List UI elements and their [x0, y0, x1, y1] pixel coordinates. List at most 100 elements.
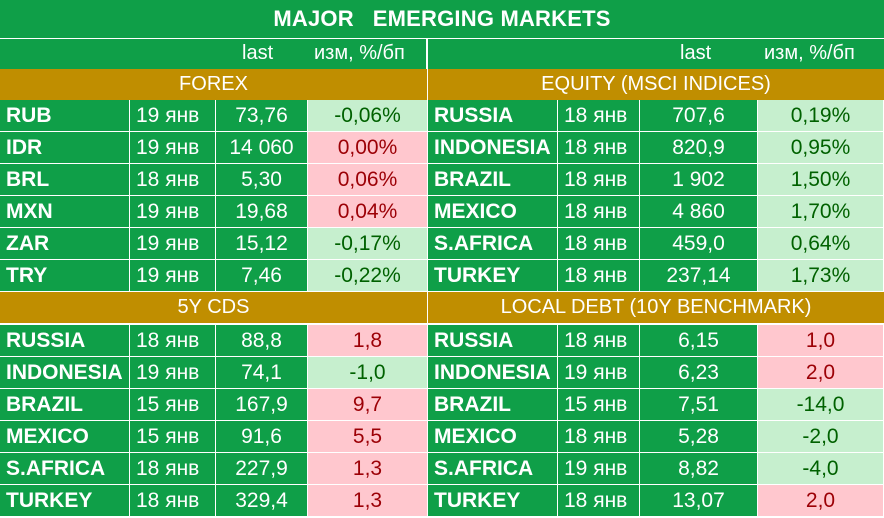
cds-change-cell: -1,0: [308, 357, 428, 389]
debt-change-cell: 1,0: [758, 325, 884, 357]
cds-date-cell: 18 янв: [130, 325, 216, 357]
table-row: INDONESIA 18 янв 820,9 0,95%: [428, 132, 884, 164]
cds-last-cell: 88,8: [216, 325, 308, 357]
equity-name-cell: TURKEY: [428, 260, 558, 292]
right-last-header: last: [680, 42, 712, 64]
left-change-header: изм, %/бп: [314, 42, 405, 64]
table-row: RUSSIA 18 янв 88,8 1,8: [0, 325, 428, 357]
left-header-row: last изм, %/бп: [0, 39, 427, 69]
forex-name-cell: IDR: [0, 132, 130, 164]
debt-change-cell: 2,0: [758, 357, 884, 389]
debt-name-cell: RUSSIA: [428, 325, 558, 357]
equity-name-cell: S.AFRICA: [428, 228, 558, 260]
debt-date-cell: 19 янв: [558, 357, 640, 389]
cds-last-cell: 227,9: [216, 453, 308, 485]
forex-name-cell: ZAR: [0, 228, 130, 260]
forex-date-cell: 19 янв: [130, 260, 216, 292]
equity-section-title: EQUITY (MSCI INDICES): [428, 69, 884, 100]
equity-table: RUSSIA 18 янв 707,6 0,19% INDONESIA 18 янв 820…: [428, 100, 884, 292]
cds-change-cell: 5,5: [308, 421, 428, 453]
forex-name-cell: TRY: [0, 260, 130, 292]
table-row: INDONESIA 19 янв 74,1 -1,0: [0, 357, 428, 389]
cds-name-cell: MEXICO: [0, 421, 130, 453]
table-row: MEXICO 15 янв 91,6 5,5: [0, 421, 428, 453]
debt-change-cell: -2,0: [758, 421, 884, 453]
cds-name-cell: TURKEY: [0, 485, 130, 517]
debt-change-cell: -4,0: [758, 453, 884, 485]
cds-date-cell: 18 янв: [130, 453, 216, 485]
debt-date-cell: 19 янв: [558, 453, 640, 485]
cds-name-cell: BRAZIL: [0, 389, 130, 421]
forex-table: RUB 19 янв 73,76 -0,06% IDR 19 янв 14 060 0,00%…: [0, 100, 428, 292]
table-row: BRAZIL 15 янв 167,9 9,7: [0, 389, 428, 421]
equity-date-cell: 18 янв: [558, 196, 640, 228]
forex-change-cell: 0,00%: [308, 132, 428, 164]
equity-last-cell: 4 860: [640, 196, 758, 228]
cds-change-cell: 1,3: [308, 485, 428, 517]
cds-last-cell: 329,4: [216, 485, 308, 517]
forex-date-cell: 18 янв: [130, 164, 216, 196]
equity-date-cell: 18 янв: [558, 100, 640, 132]
table-row: TURKEY 18 янв 329,4 1,3: [0, 485, 428, 517]
equity-change-cell: 0,64%: [758, 228, 884, 260]
forex-change-cell: -0,06%: [308, 100, 428, 132]
table-row: S.AFRICA 19 янв 8,82 -4,0: [428, 453, 884, 485]
debt-section-title: LOCAL DEBT (10Y BENCHMARK): [428, 292, 884, 323]
forex-name-cell: RUB: [0, 100, 130, 132]
debt-change-cell: 2,0: [758, 485, 884, 517]
debt-last-cell: 13,07: [640, 485, 758, 517]
cds-change-cell: 1,3: [308, 453, 428, 485]
table-row: IDR 19 янв 14 060 0,00%: [0, 132, 428, 164]
cds-name-cell: RUSSIA: [0, 325, 130, 357]
equity-name-cell: BRAZIL: [428, 164, 558, 196]
forex-section-title: FOREX: [0, 69, 428, 100]
table-row: S.AFRICA 18 янв 227,9 1,3: [0, 453, 428, 485]
cds-name-cell: S.AFRICA: [0, 453, 130, 485]
cds-date-cell: 15 янв: [130, 389, 216, 421]
debt-last-cell: 6,15: [640, 325, 758, 357]
debt-name-cell: MEXICO: [428, 421, 558, 453]
forex-date-cell: 19 янв: [130, 100, 216, 132]
table-row: RUB 19 янв 73,76 -0,06%: [0, 100, 428, 132]
cds-change-cell: 9,7: [308, 389, 428, 421]
forex-date-cell: 19 янв: [130, 132, 216, 164]
equity-date-cell: 18 янв: [558, 228, 640, 260]
equity-name-cell: RUSSIA: [428, 100, 558, 132]
equity-last-cell: 459,0: [640, 228, 758, 260]
cds-table: RUSSIA 18 янв 88,8 1,8 INDONESIA 19 янв 74,1 -1…: [0, 325, 428, 518]
debt-date-cell: 15 янв: [558, 389, 640, 421]
cds-section-title: 5Y CDS: [0, 292, 428, 323]
equity-last-cell: 1 902: [640, 164, 758, 196]
debt-name-cell: INDONESIA: [428, 357, 558, 389]
cds-last-cell: 167,9: [216, 389, 308, 421]
table-row: INDONESIA 19 янв 6,23 2,0: [428, 357, 884, 389]
forex-change-cell: -0,17%: [308, 228, 428, 260]
equity-date-cell: 18 янв: [558, 164, 640, 196]
table-row: ZAR 19 янв 15,12 -0,17%: [0, 228, 428, 260]
cds-date-cell: 18 янв: [130, 485, 216, 517]
table-row: TURKEY 18 янв 13,07 2,0: [428, 485, 884, 517]
cds-date-cell: 15 янв: [130, 421, 216, 453]
debt-name-cell: TURKEY: [428, 485, 558, 517]
cds-name-cell: INDONESIA: [0, 357, 130, 389]
left-last-header: last: [242, 42, 274, 64]
debt-change-cell: -14,0: [758, 389, 884, 421]
equity-change-cell: 1,70%: [758, 196, 884, 228]
debt-date-cell: 18 янв: [558, 421, 640, 453]
debt-last-cell: 7,51: [640, 389, 758, 421]
forex-last-cell: 7,46: [216, 260, 308, 292]
forex-change-cell: 0,04%: [308, 196, 428, 228]
equity-change-cell: 0,19%: [758, 100, 884, 132]
forex-change-cell: -0,22%: [308, 260, 428, 292]
table-row: RUSSIA 18 янв 707,6 0,19%: [428, 100, 884, 132]
equity-change-cell: 0,95%: [758, 132, 884, 164]
debt-name-cell: S.AFRICA: [428, 453, 558, 485]
forex-date-cell: 19 янв: [130, 228, 216, 260]
debt-last-cell: 5,28: [640, 421, 758, 453]
equity-date-cell: 18 янв: [558, 132, 640, 164]
forex-last-cell: 19,68: [216, 196, 308, 228]
cds-change-cell: 1,8: [308, 325, 428, 357]
debt-table: RUSSIA 18 янв 6,15 1,0 INDONESIA 19 янв 6,23 2,…: [428, 325, 884, 518]
equity-last-cell: 820,9: [640, 132, 758, 164]
